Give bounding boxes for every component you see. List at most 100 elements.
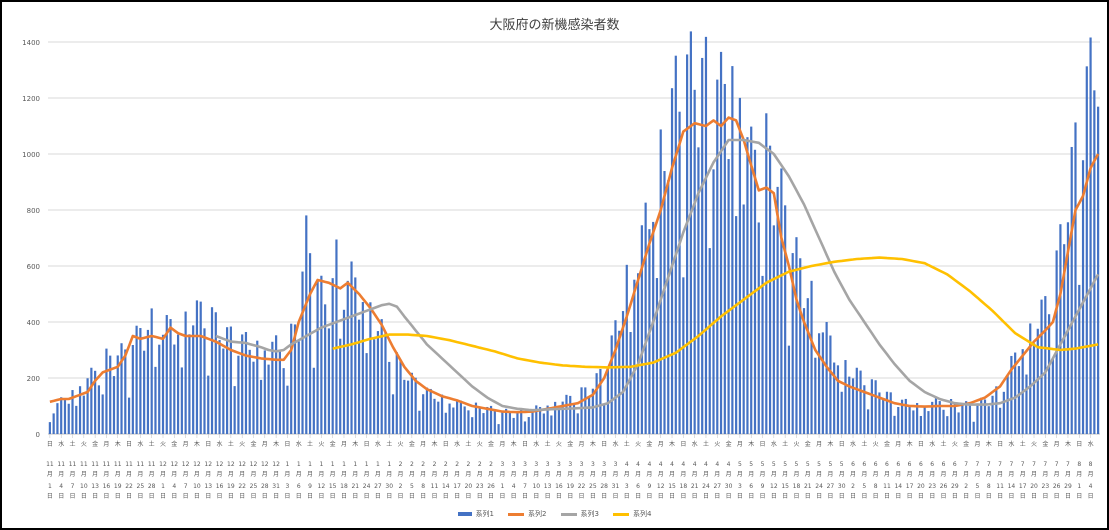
bar [882,398,885,434]
month-unit: 月 [782,471,788,478]
month-label: 4 [647,461,651,468]
bar [836,365,840,434]
bar [768,145,772,434]
bar [848,376,851,434]
legend-label: 系列2 [528,510,547,518]
bar [976,403,979,434]
day-label: 13 [204,483,212,490]
day-label: 6 [749,483,753,490]
bar [923,406,926,434]
month-label: 12 [238,461,246,468]
bar [297,341,300,434]
day-unit: 日 [92,493,98,500]
bar [1010,355,1013,434]
bar [82,395,85,434]
chart-title: 大阪府の新機感染者数 [489,18,620,33]
day-label: 23 [476,483,484,490]
month-label: 2 [478,461,482,468]
bar [203,328,206,434]
day-unit: 日 [737,493,743,500]
bar [629,332,632,434]
day-unit: 日 [1008,493,1014,500]
day-unit: 日 [341,493,347,500]
weekday-label: 土 [228,440,234,448]
day-unit: 日 [330,493,336,500]
bar [180,367,183,434]
month-label: 6 [874,461,878,468]
bar [1040,299,1043,434]
bar [437,401,440,434]
month-unit: 月 [1054,471,1060,478]
day-label: 16 [216,483,224,490]
weekday-label: 火 [952,441,958,448]
day-label: 9 [308,483,312,490]
bar [587,396,591,434]
month-unit: 月 [465,471,471,478]
month-label: 1 [365,461,369,468]
series-3-line [215,138,1100,412]
day-unit: 日 [205,493,211,500]
weekday-label: 木 [827,440,833,448]
day-label: 13 [91,483,99,490]
bar [90,367,93,434]
bar [599,369,602,434]
day-label: 4 [172,483,176,490]
day-label: 2 [964,483,968,490]
day-label: 12 [318,483,326,490]
bar [78,386,82,434]
day-label: 27 [713,483,721,490]
day-unit: 日 [658,493,664,500]
weekday-label: 月 [262,441,268,448]
y-tick-label: 1000 [22,151,40,159]
day-label: 30 [838,483,846,490]
bar [557,409,561,434]
bar [569,395,572,434]
bar [139,328,142,434]
month-label: 2 [444,461,448,468]
day-unit: 日 [318,493,324,500]
bar [735,216,738,434]
day-unit: 日 [963,493,969,500]
month-label: 11 [91,461,99,468]
month-label: 7 [1066,461,1070,468]
day-label: 16 [555,483,563,490]
bar [618,330,621,434]
month-unit: 月 [352,471,358,478]
month-unit: 月 [454,471,460,478]
day-label: 19 [566,483,574,490]
month-label: 3 [614,461,618,468]
bar [267,364,270,434]
bar [493,410,496,434]
bar [772,225,775,434]
weekday-label: 月 [579,441,585,448]
day-unit: 日 [895,493,901,500]
bar [241,334,244,434]
bar [275,335,278,434]
weekday-label: 土 [386,440,392,448]
bar [1078,284,1081,434]
bar [154,366,157,434]
bar [784,205,787,434]
weekday-label: 土 [149,440,155,448]
month-unit: 月 [273,471,279,478]
day-unit: 日 [250,493,256,500]
month-unit: 月 [590,471,596,478]
bar [897,407,900,434]
bar [94,370,97,434]
day-label: 18 [340,483,348,490]
day-unit: 日 [567,493,573,500]
weekday-label: 木 [194,440,200,448]
month-unit: 月 [556,471,562,478]
y-tick-label: 1400 [22,39,40,47]
month-label: 4 [670,461,674,468]
month-label: 1 [319,461,323,468]
weekday-label: 火 [714,441,720,448]
day-label: 11 [996,483,1004,490]
day-unit: 日 [1088,493,1094,500]
day-unit: 日 [364,493,370,500]
month-label: 1 [353,461,357,468]
day-unit: 日 [635,493,641,500]
day-label: 20 [917,483,925,490]
day-label: 7 [71,483,75,490]
bar [346,280,349,434]
